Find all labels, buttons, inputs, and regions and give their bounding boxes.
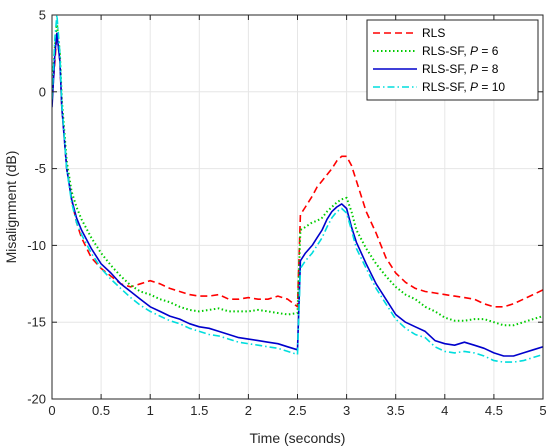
legend-label-suffix: = 10 xyxy=(478,80,505,94)
legend-label-1: RLS-SF, P = 6 xyxy=(422,44,499,58)
legend-label-prefix: RLS-SF, xyxy=(422,44,470,58)
x-tick-label: 2 xyxy=(245,403,252,418)
legend-label-suffix: = 6 xyxy=(478,44,499,58)
y-axis-label: Misalignment (dB) xyxy=(3,151,19,264)
legend-label-param: P xyxy=(470,62,478,76)
legend-label-suffix: = 8 xyxy=(478,62,499,76)
legend-label-2: RLS-SF, P = 8 xyxy=(422,62,499,76)
axis-ticks: 0 0.5 1 1.5 2 2.5 3 3.5 4 4.5 5 5 0 -5 -10 -15 -20 xyxy=(27,8,546,419)
legend-label-prefix: RLS xyxy=(422,26,445,40)
x-tick-label: 3.5 xyxy=(387,403,405,418)
legend-label-0: RLS xyxy=(422,26,445,40)
y-tick-label: -5 xyxy=(34,161,46,176)
y-tick-label: 5 xyxy=(39,8,46,23)
y-tick-label: 0 xyxy=(39,84,46,99)
series-lines xyxy=(52,15,543,363)
legend-label-3: RLS-SF, P = 10 xyxy=(422,80,505,94)
x-tick-label: 1.5 xyxy=(190,403,208,418)
legend-box xyxy=(366,19,539,101)
y-tick-label: -15 xyxy=(27,315,46,330)
x-axis-label: Time (seconds) xyxy=(250,430,346,446)
legend-label-param: P xyxy=(470,80,478,94)
x-tick-label: 5 xyxy=(539,403,546,418)
x-tick-label: 2.5 xyxy=(288,403,306,418)
y-tick-label: -20 xyxy=(27,392,46,407)
series-line-3 xyxy=(52,15,543,363)
legend-label-prefix: RLS-SF, xyxy=(422,80,470,94)
legend-label-param: P xyxy=(470,44,478,58)
series-line-1 xyxy=(52,21,543,327)
x-tick-label: 4 xyxy=(441,403,448,418)
x-tick-label: 1 xyxy=(147,403,154,418)
x-tick-label: 0.5 xyxy=(92,403,110,418)
x-tick-label: 4.5 xyxy=(485,403,503,418)
y-tick-label: -10 xyxy=(27,238,46,253)
x-tick-label: 0 xyxy=(48,403,55,418)
legend-label-prefix: RLS-SF, xyxy=(422,62,470,76)
x-tick-label: 3 xyxy=(343,403,350,418)
